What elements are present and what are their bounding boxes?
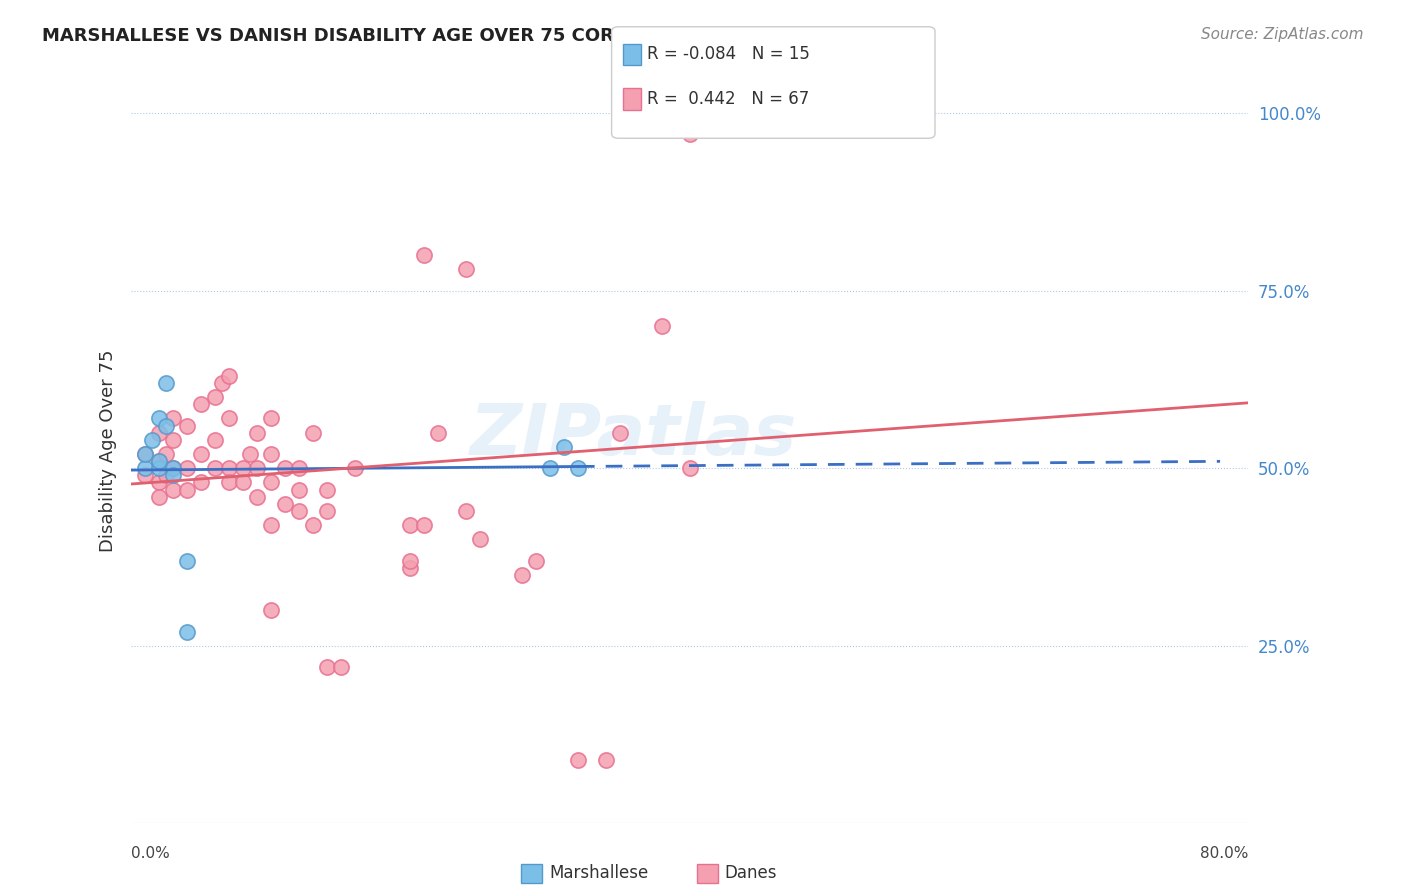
Point <box>162 461 184 475</box>
Point <box>218 368 240 383</box>
Point <box>155 447 177 461</box>
Point <box>651 319 673 334</box>
Point <box>260 447 283 461</box>
Point <box>148 411 170 425</box>
Point <box>246 461 269 475</box>
Point <box>134 468 156 483</box>
Text: Danes: Danes <box>724 863 778 881</box>
Point <box>155 418 177 433</box>
Text: R =  0.442   N = 67: R = 0.442 N = 67 <box>647 90 808 108</box>
Point <box>190 447 212 461</box>
Point <box>274 497 297 511</box>
Text: Marshallese: Marshallese <box>548 863 648 881</box>
Point <box>678 128 700 142</box>
Point <box>134 461 156 475</box>
Point <box>204 461 226 475</box>
Point <box>399 553 422 567</box>
Text: MARSHALLESE VS DANISH DISABILITY AGE OVER 75 CORRELATION CHART: MARSHALLESE VS DANISH DISABILITY AGE OVE… <box>42 27 787 45</box>
Point <box>246 425 269 440</box>
Point <box>148 475 170 490</box>
Point <box>399 518 422 533</box>
Point <box>162 433 184 447</box>
Point <box>260 518 283 533</box>
Point <box>204 390 226 404</box>
Point <box>301 425 323 440</box>
Text: 80.0%: 80.0% <box>1199 846 1249 861</box>
Point <box>176 461 198 475</box>
Point <box>287 461 309 475</box>
Point <box>162 483 184 497</box>
Text: 0.0%: 0.0% <box>131 846 170 861</box>
Point <box>190 397 212 411</box>
Point <box>538 461 561 475</box>
Point <box>287 483 309 497</box>
Point <box>315 483 337 497</box>
Point <box>399 560 422 574</box>
Point <box>218 461 240 475</box>
Point <box>567 752 589 766</box>
Point <box>413 518 436 533</box>
Point <box>260 603 283 617</box>
Point <box>456 262 478 277</box>
Point <box>232 461 254 475</box>
Point <box>232 475 254 490</box>
Point <box>567 461 589 475</box>
Point <box>162 411 184 425</box>
Point <box>818 120 841 135</box>
Point <box>315 504 337 518</box>
Point <box>413 248 436 262</box>
Point <box>204 433 226 447</box>
Text: ZIPatlas: ZIPatlas <box>470 401 797 470</box>
Point <box>595 752 617 766</box>
Text: R = -0.084   N = 15: R = -0.084 N = 15 <box>647 45 810 63</box>
Point <box>510 567 533 582</box>
Text: Source: ZipAtlas.com: Source: ZipAtlas.com <box>1201 27 1364 42</box>
Point <box>176 553 198 567</box>
Point <box>134 447 156 461</box>
Point <box>427 425 450 440</box>
Point <box>609 425 631 440</box>
Point <box>239 447 262 461</box>
Point <box>524 553 547 567</box>
Point <box>260 411 283 425</box>
Point <box>343 461 366 475</box>
Point <box>260 475 283 490</box>
Point <box>176 418 198 433</box>
Point <box>148 425 170 440</box>
Point <box>553 440 575 454</box>
Point <box>211 376 233 390</box>
Point <box>162 461 184 475</box>
Point <box>176 483 198 497</box>
Point <box>148 490 170 504</box>
Point <box>315 660 337 674</box>
Point <box>678 461 700 475</box>
Point <box>301 518 323 533</box>
Point <box>162 468 184 483</box>
Point <box>329 660 352 674</box>
Point <box>148 454 170 468</box>
Point <box>287 504 309 518</box>
Point <box>155 376 177 390</box>
Point <box>141 433 163 447</box>
Point <box>190 475 212 490</box>
Point <box>134 447 156 461</box>
Point <box>456 504 478 518</box>
Point <box>148 454 170 468</box>
Point <box>470 533 492 547</box>
Point <box>176 624 198 639</box>
Point <box>148 461 170 475</box>
Point <box>274 461 297 475</box>
Point <box>218 475 240 490</box>
Point <box>155 468 177 483</box>
Y-axis label: Disability Age Over 75: Disability Age Over 75 <box>100 349 117 552</box>
Point <box>218 411 240 425</box>
Point <box>246 490 269 504</box>
